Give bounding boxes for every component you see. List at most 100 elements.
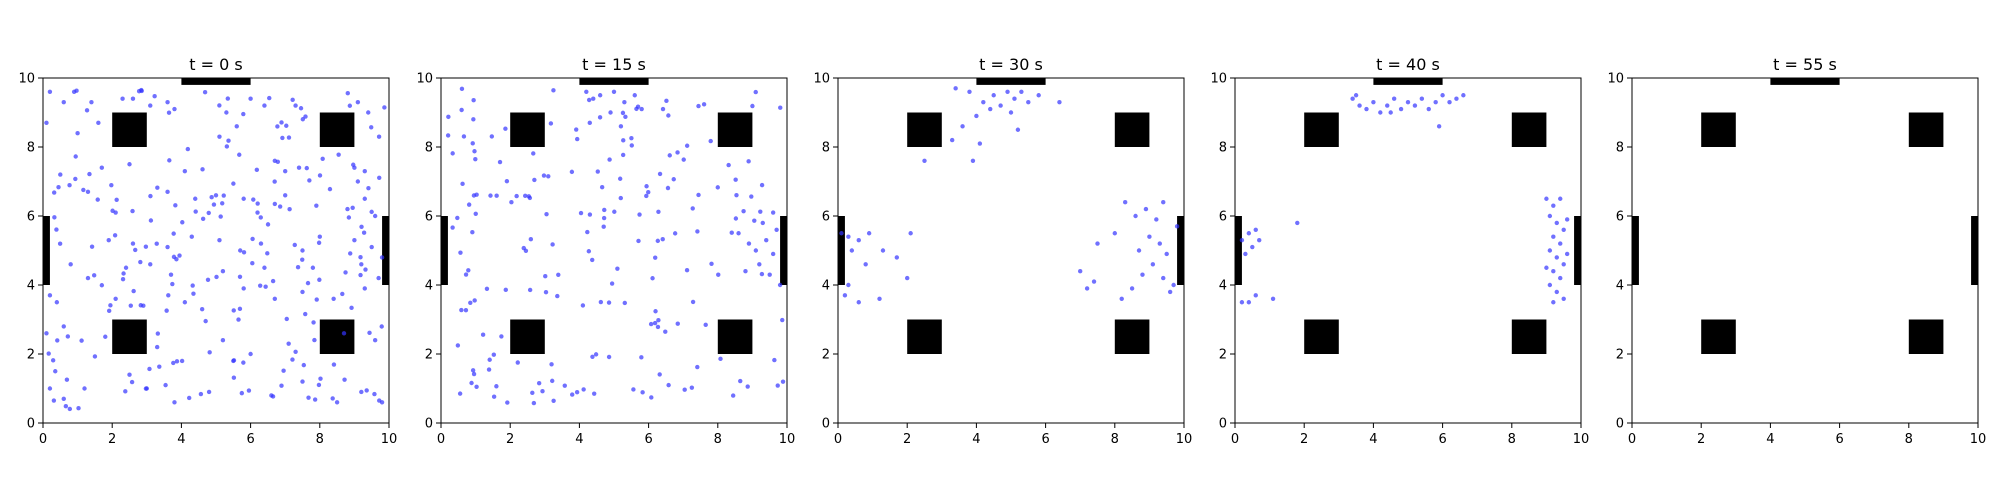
data-point — [359, 224, 364, 229]
panel-title: t = 55 s — [1773, 55, 1837, 74]
x-tick-label: 8 — [316, 432, 324, 447]
data-point — [1551, 234, 1556, 239]
data-point — [330, 396, 335, 401]
data-point — [345, 91, 350, 96]
y-tick-label: 6 — [425, 210, 433, 225]
data-point — [770, 251, 776, 257]
data-point — [1112, 231, 1118, 236]
data-point — [767, 272, 772, 277]
data-point — [599, 184, 605, 190]
data-point — [248, 96, 253, 101]
data-point — [1091, 279, 1097, 284]
data-point — [347, 103, 353, 108]
data-point — [660, 106, 666, 112]
data-point — [675, 321, 680, 326]
y-tick-label: 2 — [425, 348, 433, 363]
data-point — [981, 99, 986, 105]
data-point — [89, 99, 94, 105]
data-point — [1012, 96, 1017, 101]
data-point — [372, 391, 377, 397]
data-point — [696, 103, 701, 109]
data-point — [189, 234, 194, 239]
data-point — [1364, 106, 1369, 112]
data-point — [123, 265, 129, 270]
data-point — [257, 283, 263, 288]
data-point — [74, 88, 79, 93]
data-point — [749, 194, 754, 199]
data-point — [856, 237, 861, 243]
data-point — [570, 392, 575, 397]
data-point — [459, 307, 464, 313]
data-point — [241, 360, 246, 365]
x-tick-label: 10 — [1176, 432, 1193, 447]
data-point — [61, 324, 66, 329]
data-point — [541, 173, 547, 178]
data-point — [67, 406, 73, 412]
data-point — [171, 231, 176, 236]
data-point — [1133, 213, 1138, 219]
pillar-4 — [510, 112, 545, 147]
pillar-4 — [1304, 112, 1339, 147]
data-point — [331, 362, 337, 367]
data-point — [307, 178, 312, 183]
pillar-5 — [1908, 112, 1944, 147]
data-point — [199, 306, 205, 312]
panel-title: t = 15 s — [582, 55, 646, 74]
data-point — [293, 103, 298, 108]
x-tick-label: 4 — [972, 432, 980, 447]
data-point — [346, 215, 352, 220]
pillar-7 — [1114, 319, 1150, 354]
data-point — [609, 281, 615, 286]
data-point — [54, 227, 59, 232]
y-tick-label: 8 — [1616, 141, 1624, 156]
data-point — [574, 389, 580, 395]
data-point — [108, 303, 113, 308]
data-point — [718, 356, 723, 362]
data-point — [536, 380, 542, 386]
data-point — [491, 394, 497, 399]
data-point — [128, 303, 133, 308]
data-point — [1558, 241, 1563, 246]
data-point — [530, 390, 535, 396]
data-point — [237, 306, 243, 312]
exit-1 — [1770, 78, 1840, 85]
data-point — [474, 192, 479, 197]
data-point — [585, 229, 590, 235]
data-point — [681, 157, 686, 162]
panel-5: 0 2 4 6 8 10 0 2 4 6 8 10 t = 55 s — [1607, 55, 1986, 447]
data-point — [618, 195, 623, 201]
data-point — [459, 86, 465, 92]
data-point — [1547, 282, 1553, 288]
data-point — [185, 146, 191, 152]
data-point — [312, 397, 318, 402]
data-point — [193, 209, 198, 214]
data-point — [575, 136, 580, 142]
data-point — [55, 338, 60, 343]
data-point — [587, 212, 593, 217]
data-point — [275, 159, 281, 164]
data-point — [95, 197, 100, 202]
data-point — [281, 368, 286, 373]
data-point — [960, 124, 965, 129]
exit-2 — [838, 216, 845, 285]
y-tick-label: 0 — [27, 417, 35, 432]
y-tick-label: 4 — [425, 279, 433, 294]
x-tick-label: 6 — [644, 432, 652, 447]
data-point — [1554, 289, 1559, 295]
data-point — [602, 207, 607, 213]
exit-3 — [1971, 216, 1978, 285]
data-point — [471, 371, 477, 377]
data-point — [73, 154, 78, 159]
exit-1 — [976, 78, 1046, 85]
data-point — [471, 98, 476, 103]
data-point — [127, 372, 132, 377]
data-point — [1157, 241, 1162, 246]
data-point — [759, 271, 765, 277]
data-point — [653, 309, 658, 314]
data-point — [207, 350, 212, 355]
exit-2 — [43, 216, 50, 285]
data-point — [318, 376, 323, 381]
data-point — [770, 210, 776, 215]
data-point — [1561, 296, 1566, 301]
